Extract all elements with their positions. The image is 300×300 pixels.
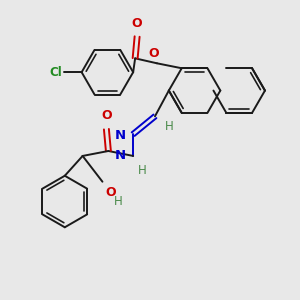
Text: O: O xyxy=(101,109,112,122)
Text: H: H xyxy=(165,120,174,133)
Text: Cl: Cl xyxy=(49,66,62,79)
Text: H: H xyxy=(114,195,123,208)
Text: N: N xyxy=(115,129,126,142)
Text: H: H xyxy=(138,164,147,177)
Text: O: O xyxy=(149,47,159,60)
Text: O: O xyxy=(132,16,142,30)
Text: N: N xyxy=(115,149,126,162)
Text: O: O xyxy=(105,186,116,199)
